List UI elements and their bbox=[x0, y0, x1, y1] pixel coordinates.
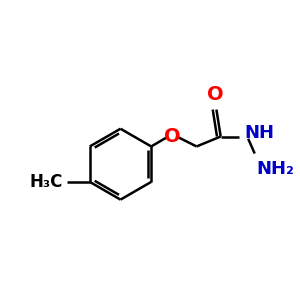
Text: O: O bbox=[207, 85, 223, 104]
Text: O: O bbox=[164, 127, 181, 146]
Text: NH₂: NH₂ bbox=[256, 160, 294, 178]
Text: NH: NH bbox=[245, 124, 275, 142]
Text: H₃C: H₃C bbox=[29, 173, 63, 191]
